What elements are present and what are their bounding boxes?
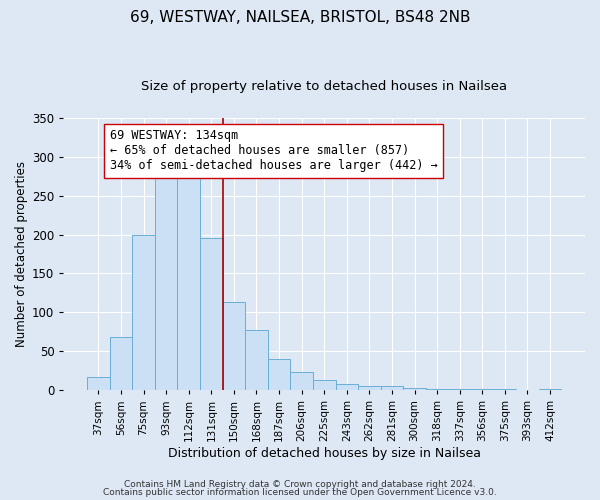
X-axis label: Distribution of detached houses by size in Nailsea: Distribution of detached houses by size … — [168, 447, 481, 460]
Bar — [335, 384, 358, 390]
Bar — [133, 234, 155, 390]
Bar — [200, 238, 223, 390]
Y-axis label: Number of detached properties: Number of detached properties — [15, 161, 28, 347]
Bar — [403, 388, 426, 390]
Bar — [110, 338, 133, 390]
Bar — [380, 386, 403, 390]
Bar — [178, 174, 200, 390]
Bar — [426, 388, 448, 390]
Bar — [448, 388, 471, 390]
Bar — [155, 174, 178, 390]
Title: Size of property relative to detached houses in Nailsea: Size of property relative to detached ho… — [141, 80, 507, 93]
Bar — [358, 386, 380, 390]
Text: Contains HM Land Registry data © Crown copyright and database right 2024.: Contains HM Land Registry data © Crown c… — [124, 480, 476, 489]
Text: Contains public sector information licensed under the Open Government Licence v3: Contains public sector information licen… — [103, 488, 497, 497]
Bar — [268, 359, 290, 390]
Bar — [494, 388, 516, 390]
Bar — [223, 302, 245, 390]
Bar — [245, 330, 268, 390]
Bar — [87, 377, 110, 390]
Bar — [539, 388, 561, 390]
Bar — [471, 388, 494, 390]
Bar — [313, 380, 335, 390]
Bar — [290, 372, 313, 390]
Text: 69 WESTWAY: 134sqm
← 65% of detached houses are smaller (857)
34% of semi-detach: 69 WESTWAY: 134sqm ← 65% of detached hou… — [110, 130, 437, 172]
Text: 69, WESTWAY, NAILSEA, BRISTOL, BS48 2NB: 69, WESTWAY, NAILSEA, BRISTOL, BS48 2NB — [130, 10, 470, 25]
